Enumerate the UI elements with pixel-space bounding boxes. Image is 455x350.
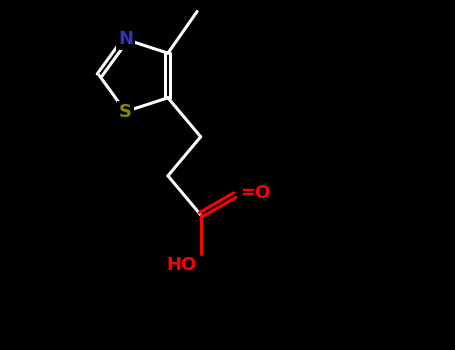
Text: =O: =O <box>240 184 271 202</box>
Text: N: N <box>118 30 133 48</box>
Text: S: S <box>119 103 132 120</box>
Text: HO: HO <box>167 257 197 274</box>
